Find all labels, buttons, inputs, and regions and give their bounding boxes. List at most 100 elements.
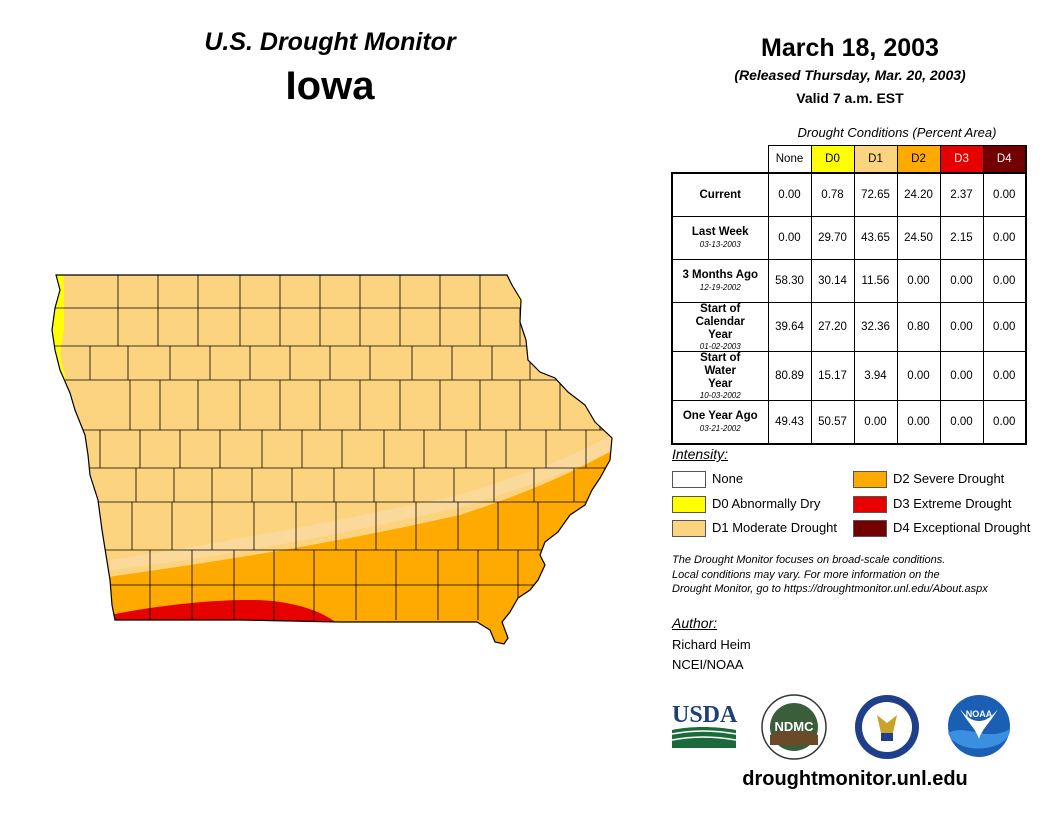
legend-item-none: None	[672, 470, 744, 489]
legend-swatch-d4	[853, 520, 887, 538]
table-row-one-year-ago: One Year Ago 03-21-2002 49.43 50.57 0.00 …	[671, 400, 1027, 445]
table-cell: 0.00	[982, 259, 1027, 303]
iowa-drought-map	[51, 274, 613, 645]
row-label: One Year Ago 03-21-2002	[671, 400, 769, 445]
author-name: Richard Heim	[672, 637, 751, 652]
table-row-start-calendar-year: Start of Calendar Year 01-02-2003 39.64 2…	[671, 302, 1027, 352]
table-cell: 0.78	[810, 172, 855, 217]
table-cell: 3.94	[853, 351, 898, 401]
col-header-d3: D3	[939, 145, 984, 174]
legend-item-d2: D2 Severe Drought	[853, 470, 1005, 489]
note-line: Local conditions may vary. For more info…	[672, 568, 940, 581]
table-cell: 0.00	[982, 351, 1027, 401]
table-caption: Drought Conditions (Percent Area)	[797, 125, 997, 140]
table-cell: 30.14	[810, 259, 855, 303]
row-label-text: Last Week	[691, 226, 749, 238]
state-name: Iowa	[285, 64, 375, 108]
row-date: 12-19-2002	[699, 283, 741, 292]
table-cell: 58.30	[767, 259, 812, 303]
row-label: Current	[671, 172, 769, 217]
legend-item-d3: D3 Extreme Drought	[853, 495, 1012, 514]
table-cell: 0.00	[939, 302, 984, 352]
col-header-none: None	[767, 145, 812, 174]
website-link[interactable]: droughtmonitor.unl.edu	[742, 768, 968, 790]
table-cell: 0.00	[853, 400, 898, 445]
ndmc-logo-text: NDMC	[775, 719, 815, 734]
usda-logo-text: USDA	[672, 702, 738, 728]
legend-label: D2 Severe Drought	[893, 471, 1005, 486]
legend-label: D3 Extreme Drought	[893, 496, 1012, 511]
drought-stats-table: None D0 D1 D2 D3 D4 Current 0.00 0.78 72…	[671, 145, 1027, 445]
release-date: (Released Thursday, Mar. 20, 2003)	[734, 67, 966, 83]
legend-label: D0 Abnormally Dry	[712, 496, 821, 511]
legend-title: Intensity:	[672, 446, 729, 462]
table-cell: 0.00	[982, 400, 1027, 445]
col-header-d0: D0	[810, 145, 855, 174]
d1-light-band	[110, 430, 612, 570]
legend-swatch-d1	[672, 520, 706, 538]
table-cell: 50.57	[810, 400, 855, 445]
table-cell: 72.65	[853, 172, 898, 217]
row-date: 01-02-2003	[699, 342, 741, 351]
table-row-current: Current 0.00 0.78 72.65 24.20 2.37 0.00	[671, 172, 1027, 217]
d0-abnormally-dry-northeast	[510, 275, 612, 300]
disclaimer-note: The Drought Monitor focuses on broad-sca…	[672, 553, 1042, 597]
row-label-text: 3 Months Ago	[682, 269, 759, 281]
table-cell: 0.00	[767, 216, 812, 260]
row-label: Start of Water Year 10-03-2002	[671, 351, 769, 401]
legend-label: D1 Moderate Drought	[712, 520, 838, 535]
ndmc-logo[interactable]: NDMC	[760, 693, 828, 761]
table-cell: 24.50	[896, 216, 941, 260]
table-row-start-water-year: Start of Water Year 10-03-2002 80.89 15.1…	[671, 351, 1027, 401]
noaa-logo[interactable]: NOAA	[946, 693, 1012, 759]
author-org: NCEI/NOAA	[672, 657, 744, 672]
table-cell: 0.00	[982, 302, 1027, 352]
table-cell: 32.36	[853, 302, 898, 352]
table-cell: 24.20	[896, 172, 941, 217]
legend-item-d4: D4 Exceptional Drought	[853, 519, 1030, 538]
note-line-url[interactable]: Drought Monitor, go to https://droughtmo…	[672, 583, 988, 595]
legend-item-d0: D0 Abnormally Dry	[672, 495, 821, 514]
author-label: Author:	[672, 615, 718, 631]
legend-item-d1: D1 Moderate Drought	[672, 519, 838, 538]
table-cell: 0.00	[982, 216, 1027, 260]
map-date: March 18, 2003	[761, 34, 939, 62]
row-label-text: Start of Water Year	[700, 352, 741, 390]
table-cell: 0.00	[939, 259, 984, 303]
table-cell: 2.37	[939, 172, 984, 217]
legend-label: None	[712, 471, 744, 486]
table-cell: 0.80	[896, 302, 941, 352]
row-label-text: Current	[699, 188, 742, 201]
table-cell: 43.65	[853, 216, 898, 260]
table-cell: 11.56	[853, 259, 898, 303]
table-cell: 0.00	[939, 351, 984, 401]
commerce-seal-logo[interactable]	[853, 693, 921, 761]
table-cell: 0.00	[982, 172, 1027, 217]
legend-swatch-d2	[853, 471, 887, 489]
legend-swatch-none	[672, 471, 706, 489]
table-cell: 39.64	[767, 302, 812, 352]
col-header-d2: D2	[896, 145, 941, 174]
table-cell: 0.00	[939, 400, 984, 445]
row-label: 3 Months Ago 12-19-2002	[671, 259, 769, 303]
valid-time: Valid 7 a.m. EST	[796, 90, 904, 106]
table-cell: 80.89	[767, 351, 812, 401]
col-header-d4: D4	[982, 145, 1027, 174]
table-cell: 15.17	[810, 351, 855, 401]
row-label-text: Start of Calendar Year	[695, 303, 745, 341]
row-label: Start of Calendar Year 01-02-2003	[671, 302, 769, 352]
table-cell: 2.15	[939, 216, 984, 260]
table-cell: 49.43	[767, 400, 812, 445]
usda-logo[interactable]: USDA	[670, 700, 738, 750]
table-cell: 0.00	[896, 351, 941, 401]
noaa-logo-text: NOAA	[966, 709, 993, 719]
county-lines	[52, 275, 612, 620]
table-cell: 0.00	[767, 172, 812, 217]
map-title: U.S. Drought Monitor	[204, 28, 456, 56]
table-cell: 0.00	[896, 259, 941, 303]
table-row-3-months-ago: 3 Months Ago 12-19-2002 58.30 30.14 11.56…	[671, 259, 1027, 303]
row-date: 03-21-2002	[699, 424, 741, 433]
table-cell: 29.70	[810, 216, 855, 260]
col-header-d1: D1	[853, 145, 898, 174]
row-label-text: One Year Ago	[682, 410, 758, 422]
